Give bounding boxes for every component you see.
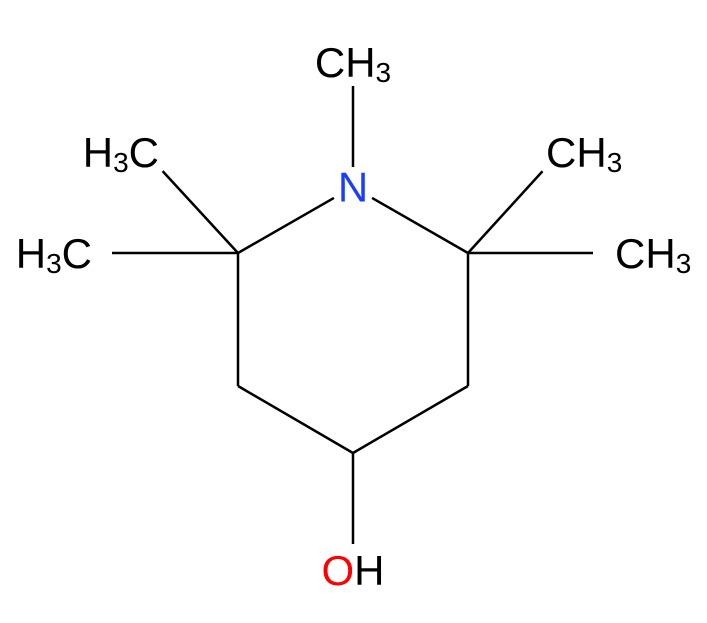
atom-Me2_up: CH3 [546,129,622,178]
bond [238,198,334,253]
bond [372,198,468,253]
bond [163,171,238,253]
bond [468,171,542,253]
atom-OH: OH [321,547,384,594]
atom-Me_top: CH3 [315,39,391,88]
bond [353,386,468,453]
atom-N1: N [338,164,368,211]
atom-Me6_side: H3C [16,230,92,279]
bond [238,386,353,453]
atom-Me6_up: H3C [83,129,159,178]
atom-Me2_side: CH3 [615,230,691,279]
molecule-diagram: N OH CH3 CH3 CH3 H3C H3C [0,0,707,623]
